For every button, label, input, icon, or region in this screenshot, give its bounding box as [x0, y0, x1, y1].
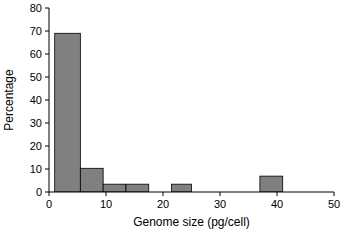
x-tick-label: 50	[328, 198, 340, 210]
y-tick	[45, 77, 49, 78]
histogram-bar	[55, 33, 81, 192]
y-tick-label: 20	[30, 140, 42, 152]
histogram-bar	[80, 168, 103, 192]
histogram-bar	[260, 176, 283, 192]
y-tick-label: 30	[30, 117, 42, 129]
y-tick-label: 70	[30, 25, 42, 37]
x-tick	[277, 192, 278, 196]
x-tick-label: 40	[271, 198, 283, 210]
y-axis-label: Percentage	[2, 69, 16, 131]
y-tick	[45, 146, 49, 147]
x-axis	[49, 192, 334, 193]
y-tick-label: 60	[30, 48, 42, 60]
y-tick	[45, 54, 49, 55]
x-tick	[49, 192, 50, 196]
x-tick	[163, 192, 164, 196]
x-axis-label: Genome size (pg/cell)	[133, 215, 250, 229]
x-tick	[106, 192, 107, 196]
x-tick-label: 30	[214, 198, 226, 210]
histogram-bar	[126, 184, 149, 192]
y-tick	[45, 31, 49, 32]
y-tick-label: 0	[36, 186, 42, 198]
histogram-bar	[172, 184, 192, 192]
x-tick-label: 10	[100, 198, 112, 210]
x-tick	[220, 192, 221, 196]
y-tick	[45, 192, 49, 193]
y-tick-label: 40	[30, 94, 42, 106]
y-tick	[45, 169, 49, 170]
y-tick	[45, 100, 49, 101]
y-tick	[45, 123, 49, 124]
chart-container: 0 10 20 30 40 50 60 70 80 0 10 20 30 40 50 Genome size …	[0, 0, 350, 247]
histogram-bar	[103, 184, 126, 192]
y-tick-label: 80	[30, 2, 42, 14]
y-tick-label: 50	[30, 71, 42, 83]
x-tick-label: 0	[46, 198, 52, 210]
x-tick-label: 20	[157, 198, 169, 210]
y-tick	[45, 8, 49, 9]
x-tick	[334, 192, 335, 196]
y-tick-label: 10	[30, 163, 42, 175]
bars	[55, 33, 283, 192]
chart-svg: 0 10 20 30 40 50 60 70 80 0 10 20 30 40 50 Genome size …	[0, 0, 350, 247]
